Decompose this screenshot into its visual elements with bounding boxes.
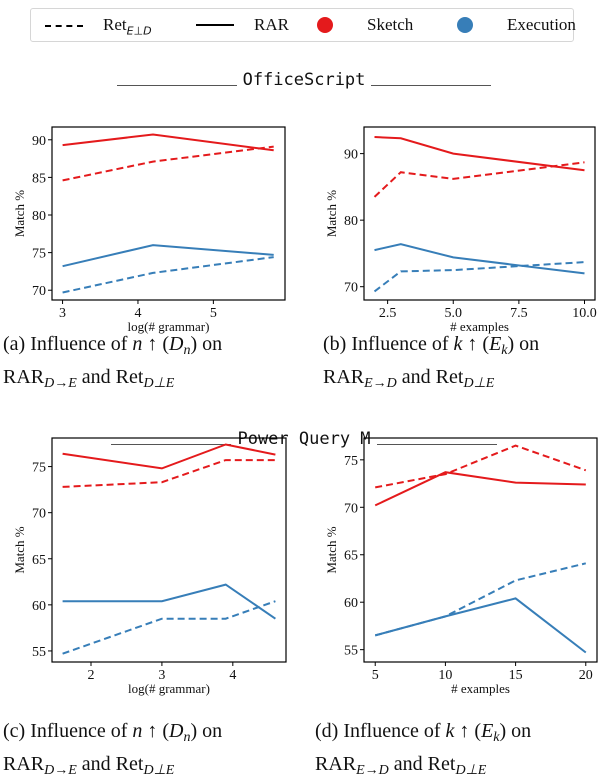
plot-frame: [51, 126, 286, 301]
series-line-execution-rar: [62, 583, 276, 620]
x-axis-label: # examples: [451, 681, 510, 696]
y-axis-label: Match %: [324, 526, 339, 573]
red-dot-icon: [317, 17, 333, 33]
y-axis-label: Match %: [324, 190, 339, 237]
x-axis-label: # examples: [450, 319, 509, 334]
y-tick-label: 70: [32, 284, 46, 299]
series-line-sketch-ret: [373, 161, 585, 198]
y-tick-label: 65: [32, 553, 46, 568]
y-tick-label: 75: [32, 461, 46, 476]
series-line-execution-ret: [62, 600, 276, 655]
legend-item-rar: RAR: [196, 15, 289, 35]
y-tick-label: 70: [344, 501, 358, 516]
y-tick-label: 55: [32, 645, 46, 660]
x-tick-label: 15: [509, 668, 523, 683]
x-tick-label: 3: [59, 306, 66, 321]
series-line-execution-ret: [62, 256, 274, 294]
divider: [116, 85, 237, 86]
y-tick-label: 70: [344, 281, 358, 296]
divider: [111, 444, 232, 445]
x-tick-label: 3: [158, 668, 165, 683]
x-tick-label: 4: [134, 306, 141, 321]
y-tick-label: 80: [344, 214, 358, 229]
legend-label: Execution: [507, 15, 576, 34]
x-tick-label: 5.0: [445, 306, 463, 321]
x-axis-label: log(# grammar): [128, 319, 210, 334]
series-line-execution-ret: [374, 562, 587, 637]
caption-a: (a) Influence of n ↑ (Dn) on RARD→E and …: [3, 333, 223, 391]
series-line-execution-ret: [373, 261, 585, 293]
y-axis-label: Match %: [12, 526, 27, 573]
y-tick-label: 75: [344, 454, 358, 469]
plot-frame: [51, 437, 287, 663]
y-tick-label: 70: [32, 507, 46, 522]
y-tick-label: 75: [32, 247, 46, 262]
y-tick-label: 90: [32, 134, 46, 149]
series-line-execution-rar: [374, 597, 587, 654]
x-tick-label: 2.5: [379, 306, 397, 321]
chart-b: 2.5 5.0 7.5 10.0 70 80 90 # examples Match %: [324, 126, 597, 334]
x-tick-label: 5: [210, 306, 217, 321]
section-title-power-query-m: Power Query M: [0, 429, 608, 449]
series-line-sketch-rar: [374, 471, 586, 507]
caption-b: (b) Influence of k ↑ (Ek) on RARE→D and …: [323, 333, 540, 391]
chart-a: 3 4 5 70 75 80 85 90 log(# grammar) Match %: [12, 126, 286, 334]
series-line-sketch-rar: [62, 133, 274, 152]
legend-item-ret: RetE⊥D: [45, 15, 152, 37]
y-axis-label: Match %: [12, 190, 27, 237]
y-tick-label: 65: [344, 549, 358, 564]
series-line-execution-rar: [62, 244, 274, 268]
legend-item-sketch: Sketch: [317, 15, 413, 35]
caption-c: (c) Influence of n ↑ (Dn) on RARD→E and …: [3, 720, 223, 778]
x-tick-label: 4: [229, 668, 236, 683]
x-tick-label: 5: [372, 668, 379, 683]
y-tick-label: 85: [32, 171, 46, 186]
series-line-sketch-rar: [374, 136, 585, 172]
legend-label: RetE⊥D: [103, 15, 152, 38]
x-tick-label: 10.0: [572, 306, 597, 321]
solid-line-icon: [196, 24, 234, 26]
divider: [376, 444, 497, 445]
y-tick-label: 60: [344, 596, 358, 611]
series-line-sketch-ret: [62, 145, 274, 182]
x-tick-label: 7.5: [510, 306, 528, 321]
section-label: Power Query M: [237, 429, 371, 449]
x-tick-label: 20: [579, 668, 593, 683]
legend-label: RAR: [254, 15, 289, 34]
dashed-line-icon: [45, 25, 83, 28]
legend: RetE⊥D RAR Sketch Execution: [30, 8, 576, 42]
x-tick-label: 10: [438, 668, 452, 683]
chart-c: 2 3 4 55 60 65 70 75 log(# grammar) Match %: [12, 437, 287, 696]
legend-label: Sketch: [367, 15, 414, 34]
section-label: OfficeScript: [242, 70, 366, 90]
y-tick-label: 90: [344, 148, 358, 163]
series-line-sketch-ret: [62, 459, 276, 488]
x-tick-label: 2: [88, 668, 95, 683]
plot-frame: [363, 437, 598, 663]
caption-d: (d) Influence of k ↑ (Ek) on RARE→D and …: [315, 720, 532, 778]
legend-item-execution: Execution: [457, 15, 576, 35]
y-tick-label: 60: [32, 599, 46, 614]
blue-dot-icon: [457, 17, 473, 33]
series-line-execution-rar: [374, 243, 585, 275]
x-axis-label: log(# grammar): [128, 681, 210, 696]
plot-frame: [363, 126, 596, 301]
section-title-officescript: OfficeScript: [0, 70, 608, 90]
y-tick-label: 55: [344, 644, 358, 659]
divider: [371, 85, 492, 86]
y-tick-label: 80: [32, 209, 46, 224]
series-line-sketch-ret: [375, 444, 587, 489]
chart-d: 5 10 15 20 55 60 65 70 75 # examples Match %: [324, 437, 598, 696]
series-line-sketch-rar: [62, 443, 276, 470]
